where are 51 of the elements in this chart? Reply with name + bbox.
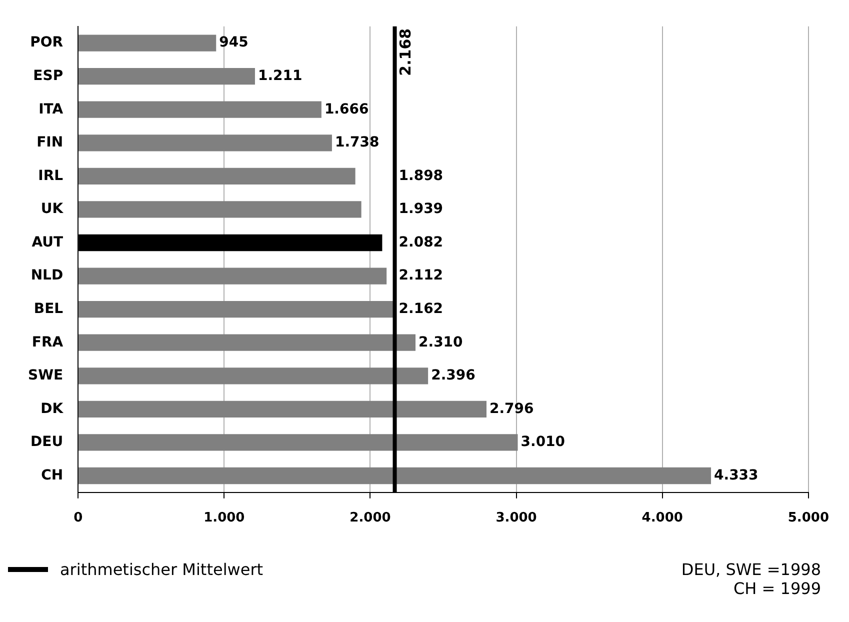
x-tick-label: 4.000 xyxy=(642,510,683,526)
data-label: 2.796 xyxy=(490,400,534,417)
x-tick-label: 5.000 xyxy=(788,510,829,526)
y-tick-label: UK xyxy=(40,201,64,218)
bar xyxy=(78,400,486,418)
bar xyxy=(78,268,387,284)
x-tick-label: 0 xyxy=(74,510,83,526)
bar xyxy=(78,168,356,185)
bar xyxy=(78,34,216,52)
x-tick-label: 1.000 xyxy=(204,510,245,526)
x-tick-label: 3.000 xyxy=(496,510,537,526)
data-label: 1.939 xyxy=(398,201,444,218)
bar xyxy=(78,68,255,85)
y-tick-label: ITA xyxy=(38,101,64,118)
y-tick-label: ESP xyxy=(33,68,64,84)
ref-line-label: 2.168 xyxy=(396,28,415,76)
y-tick-label: POR xyxy=(30,34,64,51)
bar xyxy=(78,134,332,152)
y-tick-label: FIN xyxy=(36,134,64,151)
text: DEU, SWE =1998 xyxy=(681,560,821,579)
bar xyxy=(78,467,712,484)
data-label: 4.333 xyxy=(714,467,758,484)
y-tick-label: IRL xyxy=(38,168,64,184)
data-label: 2.310 xyxy=(418,334,464,350)
y-tick-label: DEU xyxy=(30,434,64,450)
data-label: 2.396 xyxy=(431,368,476,384)
data-label: 2.082 xyxy=(398,234,444,250)
bar xyxy=(78,368,428,384)
y-tick-label: FRA xyxy=(32,334,64,350)
data-label: 1.738 xyxy=(334,134,380,151)
bar xyxy=(78,301,394,318)
text: CH = 1999 xyxy=(732,579,821,598)
bar xyxy=(78,334,416,351)
data-label: 2.112 xyxy=(398,268,444,284)
data-label: 3.010 xyxy=(520,434,566,450)
bar xyxy=(78,434,518,451)
y-tick-label: SWE xyxy=(28,368,64,384)
data-label: 1.666 xyxy=(324,101,369,118)
y-tick-label: CH xyxy=(41,467,64,484)
data-label: 945 xyxy=(219,34,248,51)
data-label: 1.898 xyxy=(398,168,444,184)
y-tick-label: NLD xyxy=(30,268,64,284)
data-label: 2.162 xyxy=(398,300,444,317)
y-tick-label: BEL xyxy=(34,300,64,317)
y-tick-label: AUT xyxy=(32,234,64,250)
legend-title: arithmetischer Mittelwert xyxy=(60,560,264,579)
bar xyxy=(78,101,322,118)
data-label: 1.211 xyxy=(258,68,302,84)
y-tick-label: DK xyxy=(40,400,64,417)
x-tick-label: 2.000 xyxy=(350,510,391,526)
bar xyxy=(78,201,362,218)
